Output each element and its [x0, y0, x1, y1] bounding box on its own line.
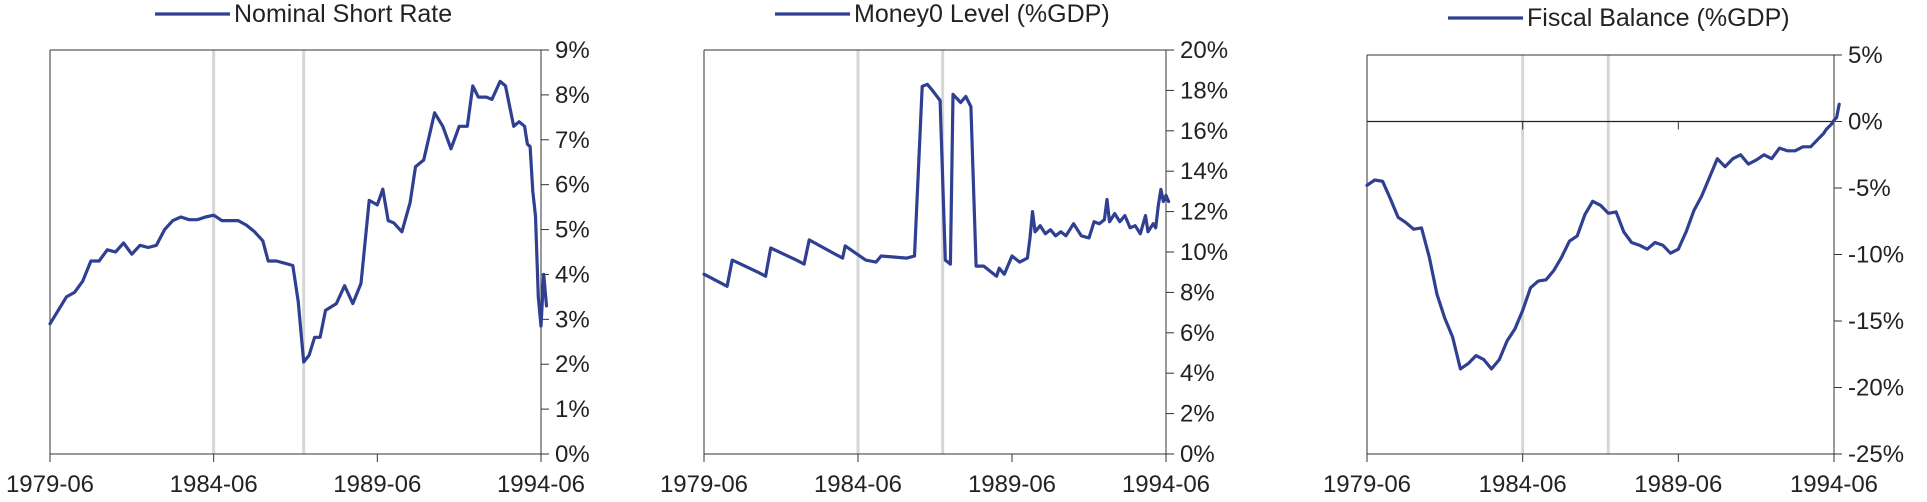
- y-tick-label-5: -5%: [1848, 175, 1891, 202]
- y-tick-label-1: 0%: [1180, 441, 1215, 468]
- legend-label: Money0 Level (%GDP): [854, 0, 1110, 28]
- y-tick-label-6: 10%: [1180, 239, 1228, 266]
- legend-label: Nominal Short Rate: [234, 0, 452, 28]
- y-tick-label-4: 3%: [555, 306, 590, 333]
- x-tick-label-2: 1984-06: [170, 471, 258, 498]
- chart-panel-1: 0% 1% 2% 3% 4% 5% 6% 7% 8% 9% 1979-06 1984-06 1989-0…: [6, 0, 590, 498]
- x-tick-label-4: 1994-06: [1122, 471, 1210, 498]
- y-tick-label-7: 12%: [1180, 199, 1228, 226]
- y-tick-label-9: 8%: [555, 82, 590, 109]
- y-tick-label-6: 0%: [1848, 109, 1883, 136]
- series-line-1: [702, 82, 1171, 288]
- y-tick-label-6: 5%: [555, 217, 590, 244]
- y-tick-label-8: 14%: [1180, 158, 1228, 185]
- y-tick-label-3: -15%: [1848, 308, 1904, 335]
- y-tick-label-5: 8%: [1180, 279, 1215, 306]
- legend-label: Fiscal Balance (%GDP): [1527, 4, 1790, 32]
- y-tick-label-2: 1%: [555, 396, 590, 423]
- x-tick-label-3: 1989-06: [968, 471, 1056, 498]
- y-tick-label-9: 16%: [1180, 118, 1228, 145]
- y-tick-label-1: 0%: [555, 441, 590, 468]
- x-tick-label-1: 1979-06: [1323, 471, 1411, 498]
- x-tick-label-2: 1984-06: [1479, 471, 1567, 498]
- y-tick-label-10: 18%: [1180, 77, 1228, 104]
- y-tick-label-8: 7%: [555, 127, 590, 154]
- x-tick-label-3: 1989-06: [1634, 471, 1722, 498]
- y-tick-label-2: 2%: [1180, 401, 1215, 428]
- series-line-1: [1365, 102, 1841, 371]
- y-tick-label-1: -25%: [1848, 441, 1904, 468]
- y-tick-label-7: 5%: [1848, 42, 1883, 69]
- x-tick-label-4: 1994-06: [1790, 471, 1878, 498]
- x-tick-label-4: 1994-06: [497, 471, 585, 498]
- y-tick-label-3: 4%: [1180, 360, 1215, 387]
- y-tick-label-4: 6%: [1180, 320, 1215, 347]
- x-tick-label-1: 1979-06: [6, 471, 94, 498]
- y-tick-label-10: 9%: [555, 37, 590, 64]
- x-tick-label-2: 1984-06: [814, 471, 902, 498]
- chart-panel-2: 0% 2% 4% 6% 8% 10% 12% 14% 16% 18% 20% 1979-06 1984-…: [660, 0, 1228, 498]
- chart-panel-3: -25% -20% -15% -10% -5% 0% 5% 1979-06 1984-06 198…: [1323, 4, 1904, 498]
- y-tick-label-2: -20%: [1848, 375, 1904, 402]
- y-tick-label-4: -10%: [1848, 242, 1904, 269]
- y-tick-label-11: 20%: [1180, 37, 1228, 64]
- y-tick-label-5: 4%: [555, 261, 590, 288]
- x-tick-label-1: 1979-06: [660, 471, 748, 498]
- y-tick-label-3: 2%: [555, 351, 590, 378]
- x-tick-label-3: 1989-06: [333, 471, 421, 498]
- series-line-1: [48, 79, 549, 364]
- y-tick-label-7: 6%: [555, 172, 590, 199]
